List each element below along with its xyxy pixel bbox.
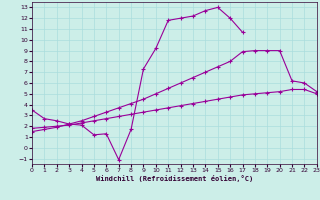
X-axis label: Windchill (Refroidissement éolien,°C): Windchill (Refroidissement éolien,°C) [96,175,253,182]
